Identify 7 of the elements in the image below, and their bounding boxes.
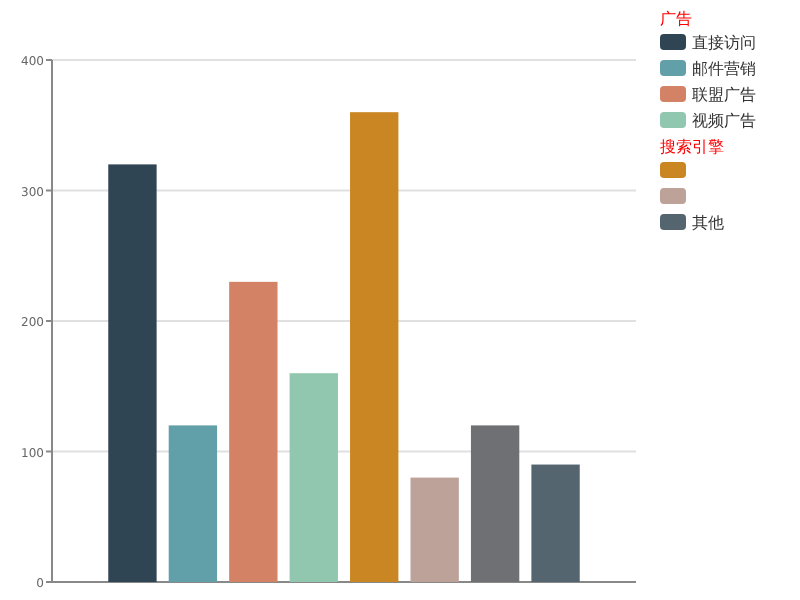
- text: 搜索引擎: [660, 138, 724, 156]
- legend-label: 直接访问: [692, 34, 756, 52]
- text: 广告: [660, 10, 692, 28]
- legend-label: 其他: [692, 214, 724, 232]
- legend-label: 邮件营销: [692, 60, 756, 78]
- legend-label: 联盟广告: [692, 86, 756, 104]
- legend-label: 视频广告: [692, 112, 756, 130]
